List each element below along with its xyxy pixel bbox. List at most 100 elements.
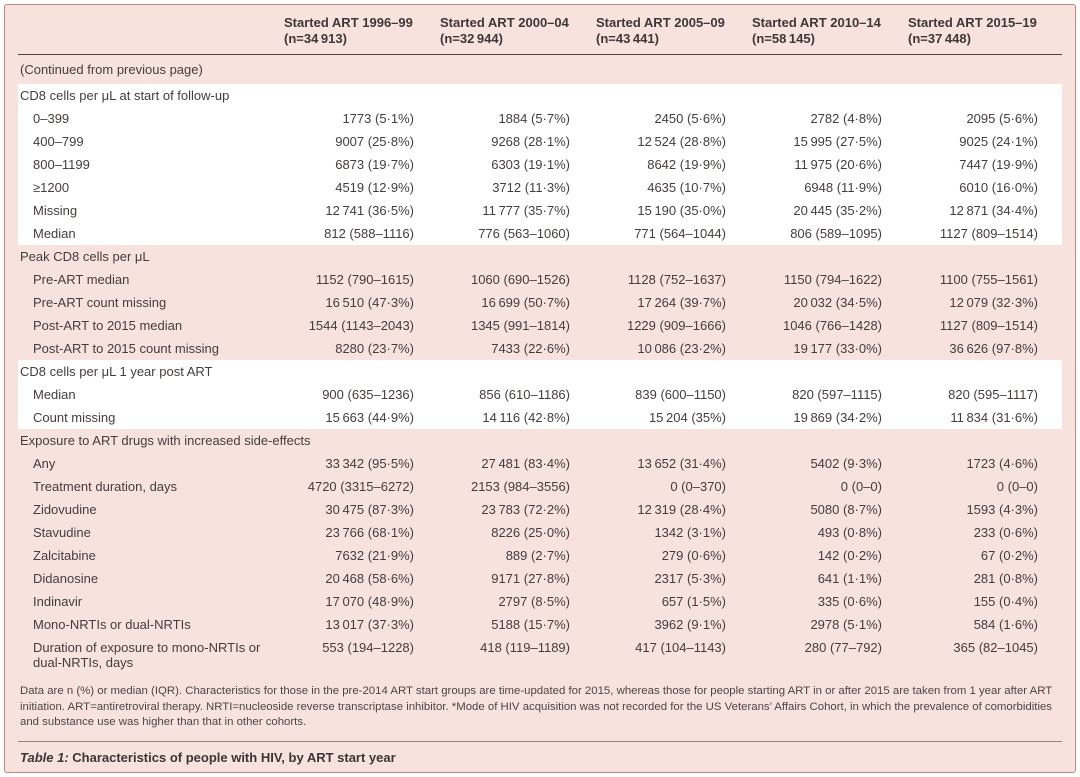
table-row: Any 33 342 (95·5%) 27 481 (83·4%) 13 652 (3… [18,452,1062,475]
cell-value: 8226 (25·0%) [491,525,570,540]
cell-value: 365 (82–1045) [953,640,1038,655]
cell-value: 10 086 (23·2%) [637,341,726,356]
cell-value: 233 (0·6%) [973,525,1038,540]
cell-value: 1046 (766–1428) [782,318,882,333]
row-label: 0–399 [18,107,282,130]
column-header-2010-14: Started ART 2010–14 (n=58 145) [750,5,906,55]
cell-value: 2797 (8·5%) [498,594,570,609]
cell-value: 6873 (19·7%) [282,153,438,176]
section-title-row: CD8 cells per μL 1 year post ART [18,360,1062,383]
cell-value: 142 (0·2%) [817,548,882,563]
cell-value: 3712 (11·3%) [438,176,594,199]
cell-value: 584 (1·6%) [973,617,1038,632]
row-label: Indinavir [33,594,83,609]
cell-value: 0 (0–370) [670,479,726,494]
cell-value: 281 (0·8%) [973,571,1038,586]
row-label: 800–1199 [18,153,282,176]
column-header-2015-19: Started ART 2015–19 (n=37 448) [906,5,1062,55]
row-label: Post-ART to 2015 count missing [33,341,219,356]
row-label: Treatment duration, days [33,479,178,494]
cell-value: 19 869 (34·2%) [750,406,906,429]
cell-value: 17 264 (39·7%) [637,295,726,310]
table-row: Median 900 (635–1236) 856 (610–1186) 839 (6… [18,383,1062,406]
table-header: Started ART 1996–99 (n=34 913) Started A… [18,5,1062,55]
cell-value: 657 (1·5%) [661,594,726,609]
cell-value: 6010 (16·0%) [906,176,1062,199]
cell-value: 17 070 (48·9%) [325,594,414,609]
row-label: Pre-ART count missing [33,295,167,310]
column-header-2000-04: Started ART 2000–04 (n=32 944) [438,5,594,55]
cell-value: 9268 (28·1%) [438,130,594,153]
cell-value: 1127 (809–1514) [906,222,1062,245]
cell-value: 5402 (9·3%) [810,456,882,471]
row-label: Median [18,222,282,245]
cell-value: 820 (597–1115) [750,383,906,406]
cell-value: 418 (119–1189) [480,640,570,655]
cell-value: 13 652 (31·4%) [637,456,726,471]
cell-value: 806 (589–1095) [750,222,906,245]
column-n: (n=34 913) [284,31,347,46]
cell-value: 12 079 (32·3%) [949,295,1038,310]
cell-value: 20 468 (58·6%) [325,571,414,586]
cell-value: 812 (588–1116) [282,222,438,245]
cell-value: 15 190 (35·0%) [594,199,750,222]
cell-value: 9025 (24·1%) [906,130,1062,153]
cell-value: 2450 (5·6%) [594,107,750,130]
cell-value: 33 342 (95·5%) [325,456,414,471]
column-n: (n=58 145) [752,31,815,46]
cell-value: 13 017 (37·3%) [325,617,414,632]
table-row: 0–399 1773 (5·1%) 1884 (5·7%) 2450 (5·6%) 27… [18,107,1062,130]
table-row: Treatment duration, days 4720 (3315–6272)… [18,475,1062,498]
cell-value: 1100 (755–1561) [939,272,1038,287]
continued-note: (Continued from previous page) [20,62,203,77]
cell-value: 5080 (8·7%) [810,502,882,517]
cell-value: 1229 (909–1666) [626,318,726,333]
cell-value: 67 (0·2%) [980,548,1038,563]
column-title: Started ART 2005–09 [596,15,725,30]
characteristics-table: Started ART 1996–99 (n=34 913) Started A… [18,5,1062,674]
row-label: ≥1200 [18,176,282,199]
column-title: Started ART 2000–04 [440,15,569,30]
cell-value: 1060 (690–1526) [470,272,570,287]
section-title: CD8 cells per μL at start of follow-up [18,84,1062,107]
row-label: Mono-NRTIs or dual-NRTIs [33,617,191,632]
cell-value: 1345 (991–1814) [470,318,570,333]
cell-value: 7632 (21·9%) [335,548,414,563]
table-caption: Table 1: Characteristics of people with … [18,742,1062,773]
table-row: 400–799 9007 (25·8%) 9268 (28·1%) 12 524 (2… [18,130,1062,153]
table-row: Pre-ART count missing 16 510 (47·3%) 16 69… [18,291,1062,314]
cell-value: 8642 (19·9%) [594,153,750,176]
table-row: Zalcitabine 7632 (21·9%) 889 (2·7%) 279 (0·… [18,544,1062,567]
caption-divider [18,740,1062,742]
cell-value: 16 510 (47·3%) [325,295,414,310]
cell-value: 1723 (4·6%) [966,456,1038,471]
cell-value: 23 766 (68·1%) [325,525,414,540]
cell-value: 20 445 (35·2%) [750,199,906,222]
corner-cell [18,5,282,55]
column-n: (n=37 448) [908,31,971,46]
section-title: Peak CD8 cells per μL [20,249,150,264]
cell-value: 820 (595–1117) [906,383,1062,406]
cell-value: 4519 (12·9%) [282,176,438,199]
table-row: Pre-ART median 1152 (790–1615) 1060 (690–1… [18,268,1062,291]
table-body: (Continued from previous page) CD8 cells … [18,55,1062,675]
cell-value: 280 (77–792) [804,640,882,655]
cell-value: 2153 (984–3556) [470,479,570,494]
cell-value: 839 (600–1150) [594,383,750,406]
column-title: Started ART 2010–14 [752,15,881,30]
table-footnote: Data are n (%) or median (IQR). Characte… [20,685,1053,728]
cell-value: 30 475 (87·3%) [325,502,414,517]
cell-value: 8280 (23·7%) [335,341,414,356]
cell-value: 15 995 (27·5%) [750,130,906,153]
cell-value: 36 626 (97·8%) [949,341,1038,356]
cell-value: 553 (194–1228) [322,640,414,655]
column-n: (n=32 944) [440,31,503,46]
table-row: Indinavir 17 070 (48·9%) 2797 (8·5%) 657 (1… [18,590,1062,613]
cell-value: 2317 (5·3%) [654,571,726,586]
column-header-2005-09: Started ART 2005–09 (n=43 441) [594,5,750,55]
cell-value: 6303 (19·1%) [438,153,594,176]
cell-value: 1342 (3·1%) [654,525,726,540]
cell-value: 7447 (19·9%) [906,153,1062,176]
cell-value: 12 524 (28·8%) [594,130,750,153]
cell-value: 15 663 (44·9%) [282,406,438,429]
